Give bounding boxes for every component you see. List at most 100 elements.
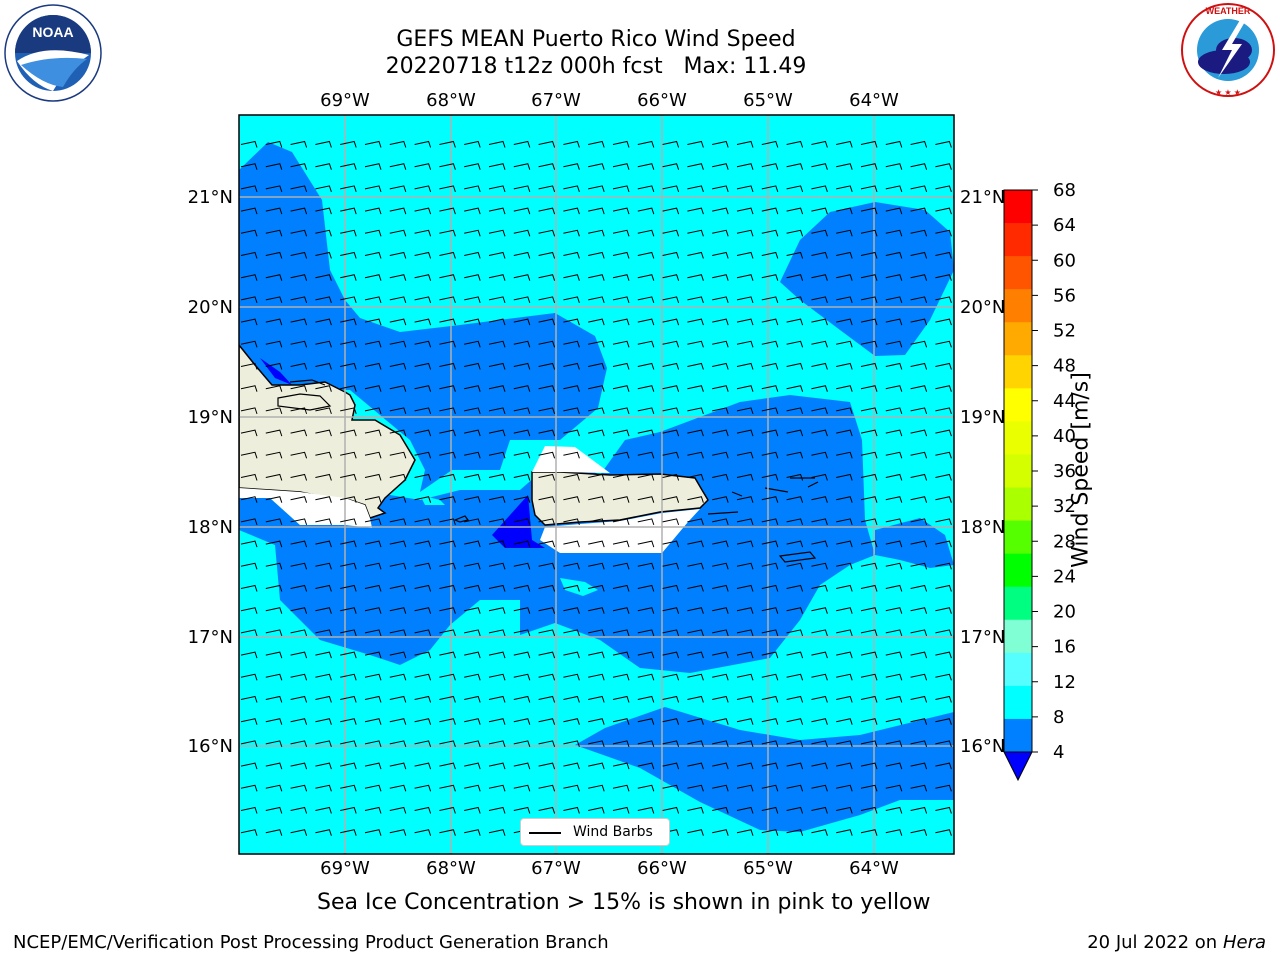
wind-barb <box>439 740 456 748</box>
wind-barb <box>538 407 556 415</box>
wind-barb <box>786 518 804 526</box>
wind-barb <box>935 296 952 304</box>
wind-barb <box>513 451 531 459</box>
wind-barb <box>464 629 481 637</box>
wind-barb <box>935 429 952 437</box>
wind-barb <box>563 651 580 659</box>
wind-barb <box>662 762 680 770</box>
wind-barb <box>439 429 456 437</box>
wind-barb <box>439 362 456 370</box>
colorbar-tick-label: 52 <box>1053 321 1076 342</box>
wind-barb <box>910 562 928 570</box>
wind-barb <box>662 163 680 170</box>
wind-barb <box>935 362 952 370</box>
wind-barb <box>910 163 928 170</box>
wind-barb <box>439 163 456 170</box>
colorbar-segment <box>1004 619 1032 654</box>
wind-barb <box>687 518 704 526</box>
wind-barb <box>315 251 332 259</box>
wind-barb <box>588 540 605 548</box>
lat-label-left: 17°N <box>188 627 233 648</box>
wind-barb <box>836 229 853 237</box>
wind-barb <box>414 673 432 681</box>
wind-barb <box>315 673 332 681</box>
wind-barb <box>240 496 258 503</box>
wind-barb <box>637 185 655 193</box>
wind-barb <box>488 607 506 614</box>
wind-barb <box>240 607 258 614</box>
wind-barb <box>315 296 332 304</box>
wind-barb <box>414 740 432 748</box>
wind-barb <box>563 251 580 259</box>
lon-label-top: 65°W <box>743 90 793 111</box>
wind-barb <box>637 407 655 415</box>
wind-barb <box>265 407 283 415</box>
wind-barb <box>860 784 878 792</box>
wind-barb <box>786 718 804 725</box>
wind-barb <box>414 163 432 170</box>
wind-barb <box>761 296 779 304</box>
wind-barb <box>860 673 878 681</box>
wind-barb <box>860 695 878 703</box>
wind-barb <box>910 429 928 437</box>
wind-barb <box>488 340 506 348</box>
wind-barb <box>860 340 878 348</box>
wind-barb <box>588 407 605 415</box>
wind-barb <box>265 473 283 481</box>
wind-barb <box>662 274 680 281</box>
chart-subtitle: 20220718 t12z 000h fcst Max: 11.49 <box>385 54 807 79</box>
wind-barb <box>488 229 506 237</box>
wind-barb <box>786 185 804 193</box>
wind-barb <box>414 473 432 481</box>
wind-barb <box>538 451 556 459</box>
wind-barb <box>836 695 853 703</box>
wind-barb <box>687 607 704 614</box>
wind-barb <box>364 362 382 370</box>
wind-barb <box>836 340 853 348</box>
wind-barb <box>538 251 556 259</box>
wind-barb <box>513 629 531 637</box>
wind-barb <box>563 473 580 481</box>
wind-barb <box>290 207 308 215</box>
wind-barb <box>612 251 630 259</box>
wind-barb <box>910 607 928 614</box>
wind-barb <box>761 340 779 348</box>
wind-barb <box>439 829 456 836</box>
wind-barb <box>439 518 456 526</box>
wind-barb <box>860 584 878 592</box>
wind-barb <box>240 140 258 148</box>
wind-barb <box>712 185 729 193</box>
wind-barb <box>687 274 704 281</box>
wind-barb <box>563 629 580 637</box>
wind-barb <box>662 806 680 814</box>
wind-barb <box>439 718 456 725</box>
wind-barb <box>662 229 680 237</box>
wind-barb <box>414 695 432 703</box>
wind-barb <box>439 207 456 215</box>
wind-barb <box>464 451 481 459</box>
wind-barb <box>240 673 258 681</box>
wind-barb <box>712 718 729 725</box>
wind-barb <box>315 806 332 814</box>
wind-barb <box>637 784 655 792</box>
wind-barb <box>315 629 332 637</box>
wind-barb <box>736 829 754 836</box>
wind-barb <box>687 629 704 637</box>
wind-barb <box>662 451 680 459</box>
wind-barb <box>811 673 828 681</box>
wind-barb <box>910 385 928 392</box>
wind-barb <box>290 496 308 503</box>
wind-barb <box>290 185 308 193</box>
wind-barb <box>860 629 878 637</box>
wind-barb <box>364 163 382 170</box>
wind-barb <box>240 740 258 748</box>
wind-barb <box>910 251 928 259</box>
wind-barb <box>464 562 481 570</box>
wind-barb <box>712 673 729 681</box>
wind-barb <box>761 274 779 281</box>
wind-barb <box>513 540 531 548</box>
wind-barb <box>414 296 432 304</box>
wind-barb <box>538 540 556 548</box>
wind-barb <box>265 562 283 570</box>
wind-barb <box>240 163 258 170</box>
